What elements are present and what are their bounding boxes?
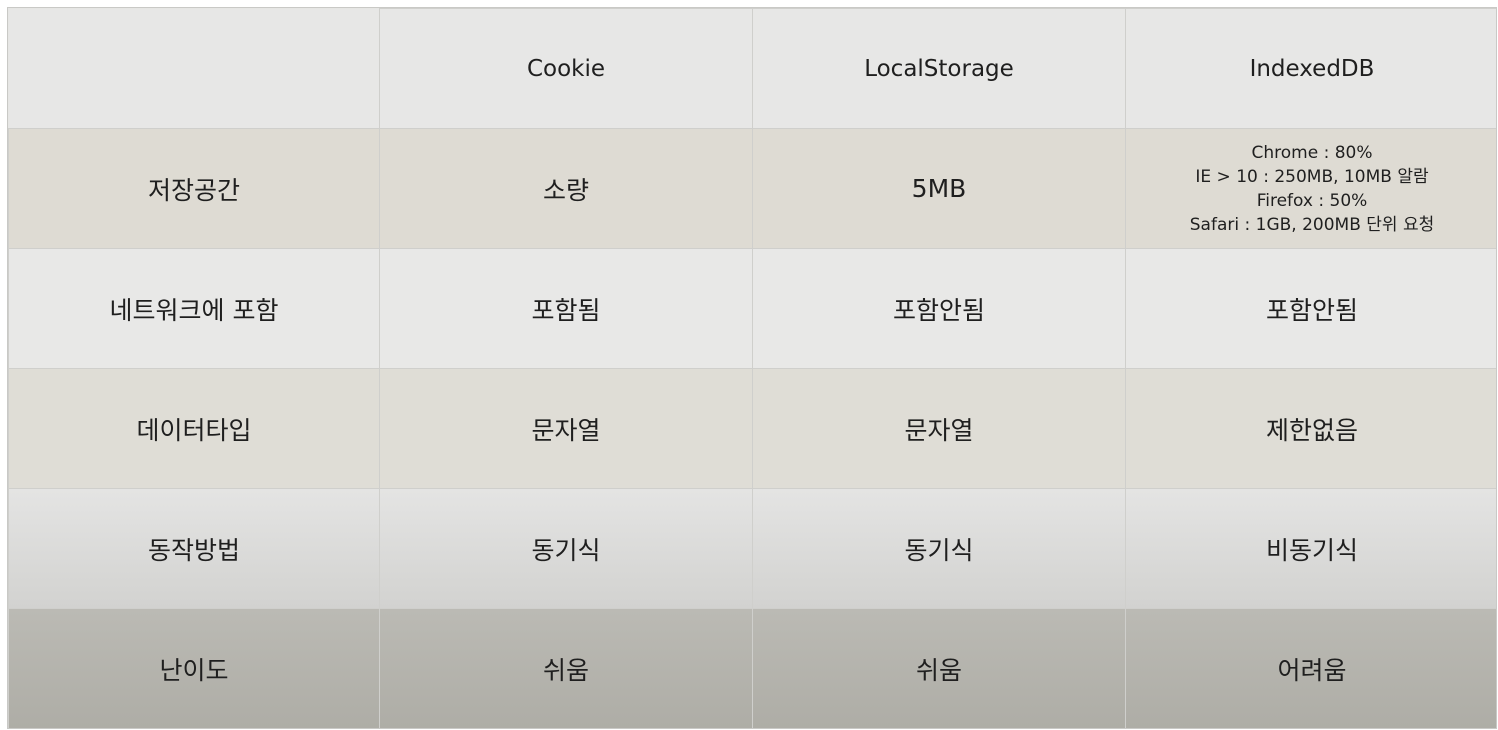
cell-cookie-difficulty: 쉬움 (379, 608, 753, 728)
cell-indexeddb-method: 비동기식 (1125, 488, 1496, 609)
row-label-datatype: 데이터타입 (8, 368, 380, 489)
cell-localstorage-network: 포함안됨 (752, 248, 1126, 369)
cell-localstorage-storage: 5MB (752, 128, 1126, 249)
cell-indexeddb-difficulty: 어려움 (1125, 608, 1496, 728)
cell-cookie-datatype: 문자열 (379, 368, 753, 489)
header-blank-cell (8, 8, 380, 129)
indexeddb-storage-line-chrome: Chrome : 80% (1251, 142, 1373, 163)
comparison-slide: Cookie LocalStorage IndexedDB 저장공간 소량 5M… (7, 7, 1497, 729)
row-label-difficulty: 난이도 (8, 608, 380, 728)
cell-localstorage-method: 동기식 (752, 488, 1126, 609)
storage-comparison-table: Cookie LocalStorage IndexedDB 저장공간 소량 5M… (8, 8, 1496, 728)
cell-indexeddb-storage: Chrome : 80% IE > 10 : 250MB, 10MB 알람 Fi… (1125, 128, 1496, 249)
indexeddb-storage-line-safari: Safari : 1GB, 200MB 단위 요청 (1189, 214, 1435, 235)
cell-indexeddb-datatype: 제한없음 (1125, 368, 1496, 489)
table-row-datatype: 데이터타입 문자열 문자열 제한없음 (8, 368, 1496, 489)
cell-localstorage-difficulty: 쉬움 (752, 608, 1126, 728)
header-localstorage: LocalStorage (752, 8, 1126, 129)
row-label-method: 동작방법 (8, 488, 380, 609)
header-cookie: Cookie (379, 8, 753, 129)
header-row: Cookie LocalStorage IndexedDB (8, 8, 1496, 129)
table-row-storage: 저장공간 소량 5MB Chrome : 80% IE > 10 : 250MB… (8, 128, 1496, 249)
row-label-network: 네트워크에 포함 (8, 248, 380, 369)
table-row-difficulty: 난이도 쉬움 쉬움 어려움 (8, 608, 1496, 728)
cell-cookie-storage: 소량 (379, 128, 753, 249)
table-row-network: 네트워크에 포함 포함됨 포함안됨 포함안됨 (8, 248, 1496, 369)
indexeddb-storage-line-firefox: Firefox : 50% (1256, 190, 1368, 211)
cell-localstorage-datatype: 문자열 (752, 368, 1126, 489)
table-row-method: 동작방법 동기식 동기식 비동기식 (8, 488, 1496, 609)
header-indexeddb: IndexedDB (1125, 8, 1496, 129)
cell-indexeddb-network: 포함안됨 (1125, 248, 1496, 369)
cell-cookie-method: 동기식 (379, 488, 753, 609)
cell-cookie-network: 포함됨 (379, 248, 753, 369)
indexeddb-storage-line-ie: IE > 10 : 250MB, 10MB 알람 (1195, 166, 1429, 187)
row-label-storage: 저장공간 (8, 128, 380, 249)
